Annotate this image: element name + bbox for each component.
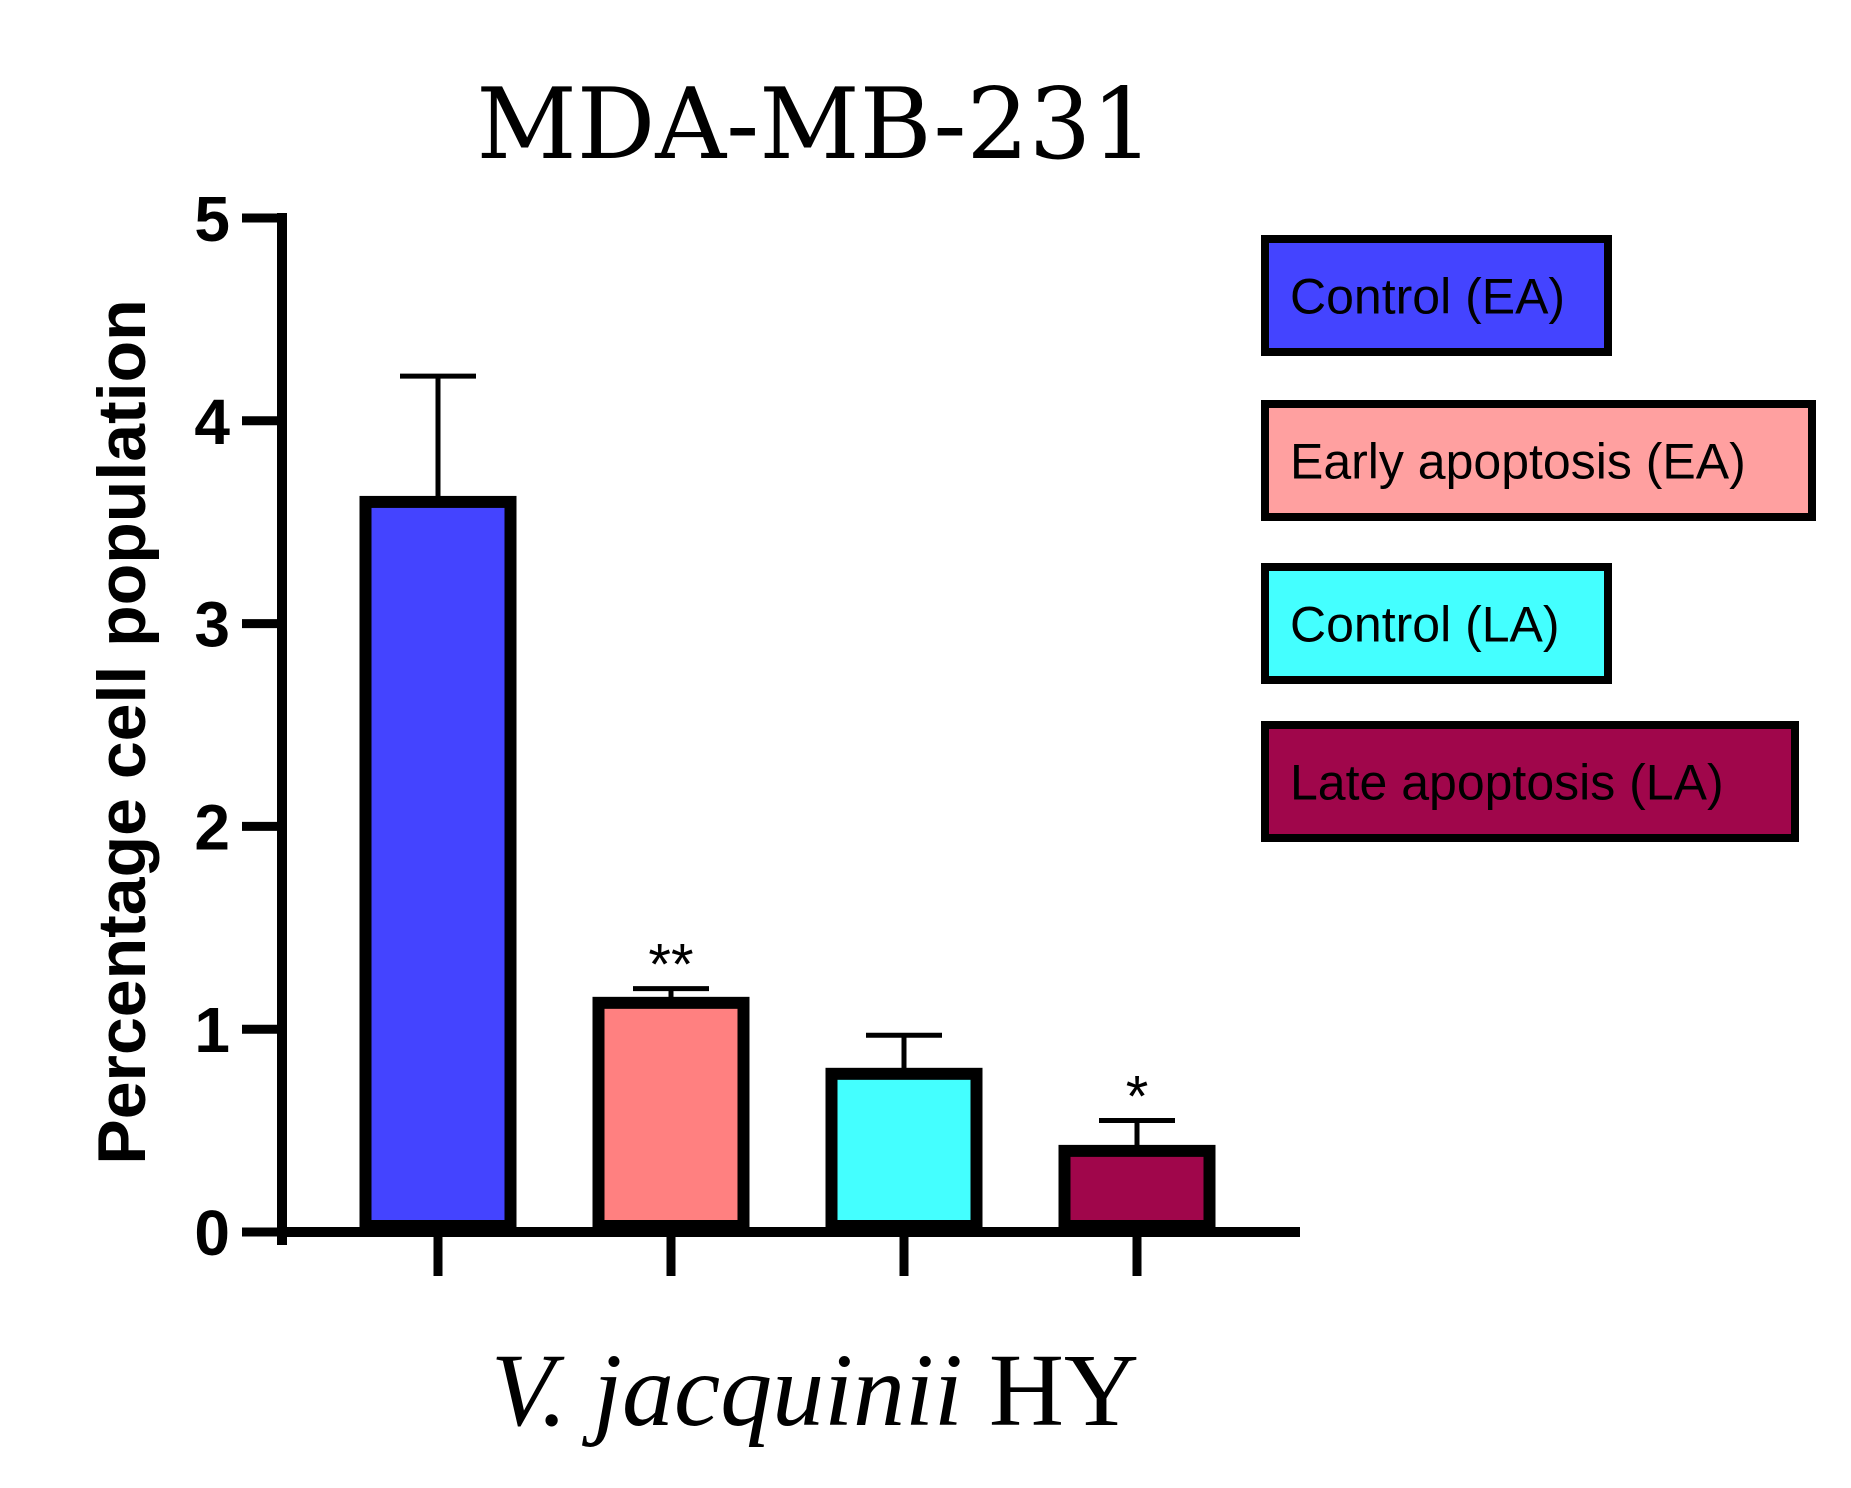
legend-label: Early apoptosis (EA) <box>1290 434 1746 490</box>
bar-group <box>359 373 517 1276</box>
legend: Control (EA) Early apoptosis (EA) Control … <box>1261 235 1816 842</box>
legend-entry: Control (EA) <box>1261 235 1612 356</box>
significance-marker: ** <box>648 933 693 998</box>
legend-swatch <box>1261 235 1612 356</box>
y-tick-label: 3 <box>194 589 230 661</box>
legend-label: Control (LA) <box>1290 597 1560 653</box>
legend-entry: Late apoptosis (LA) <box>1261 721 1799 842</box>
y-tick-label: 0 <box>194 1197 230 1269</box>
y-tick-label: 1 <box>194 994 230 1066</box>
bar <box>592 996 750 1232</box>
legend-swatch <box>1261 563 1612 684</box>
x-axis-label-suffix: HY <box>963 1333 1139 1448</box>
chart-title: MDA-MB-231 <box>476 68 1153 182</box>
y-tick-label: 4 <box>194 386 230 458</box>
bar-group <box>825 1032 983 1276</box>
bar <box>1058 1144 1216 1233</box>
legend-swatch <box>1261 400 1816 521</box>
x-axis-label-species: V. jacquinii <box>491 1333 963 1448</box>
legend-entry: Control (LA) <box>1261 563 1612 684</box>
y-tick-label: 2 <box>194 791 230 863</box>
legend-entry: Early apoptosis (EA) <box>1261 400 1816 521</box>
x-axis-label: V. jacquinii HY <box>491 1333 1139 1448</box>
bar-group: ** <box>592 933 750 1276</box>
bars-group: *** <box>359 373 1216 1276</box>
legend-swatch <box>1261 721 1799 842</box>
bar-group: * <box>1058 1064 1216 1276</box>
legend-label: Late apoptosis (LA) <box>1290 755 1724 811</box>
y-axis-label: Percentage cell population <box>84 299 160 1164</box>
bar <box>825 1067 983 1233</box>
y-tick-label: 5 <box>194 183 230 255</box>
significance-marker: * <box>1126 1064 1149 1129</box>
y-axis: 0 1 2 3 4 5 <box>194 183 287 1269</box>
legend-label: Control (EA) <box>1290 269 1565 325</box>
bar <box>359 495 517 1233</box>
